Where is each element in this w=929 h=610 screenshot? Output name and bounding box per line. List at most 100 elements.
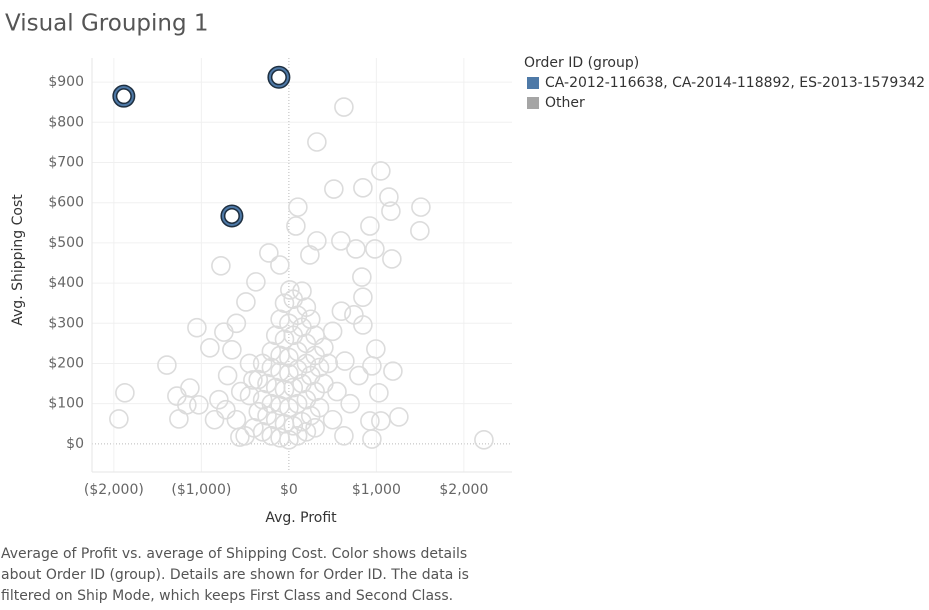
y-tick-label: $600 (48, 195, 84, 211)
point (352, 267, 372, 287)
point (226, 409, 247, 430)
point (335, 351, 355, 371)
x-tick-label: $0 (280, 482, 298, 498)
point (226, 313, 247, 334)
point (274, 293, 295, 313)
point (109, 409, 129, 429)
y-tick-label: $300 (48, 315, 84, 331)
point (344, 305, 364, 325)
point (381, 201, 401, 221)
point (235, 426, 255, 446)
point (360, 216, 380, 236)
point (334, 426, 354, 446)
y-tick-label: $800 (48, 114, 84, 130)
point (268, 67, 289, 88)
point (221, 205, 242, 226)
point (353, 287, 373, 307)
point (349, 365, 369, 386)
point (410, 221, 430, 241)
point (371, 411, 391, 431)
point (157, 355, 177, 375)
point (353, 178, 373, 198)
point (327, 381, 347, 402)
y-tick-label: $900 (48, 74, 84, 90)
point (167, 386, 187, 406)
point (389, 407, 409, 427)
point (371, 161, 391, 181)
x-axis-title: Avg. Profit (265, 510, 337, 526)
point (239, 353, 260, 374)
caption: Average of Profit vs. average of Shippin… (1, 546, 467, 562)
point (331, 301, 352, 322)
point (307, 231, 327, 251)
point (305, 417, 325, 438)
point (216, 399, 236, 420)
point (362, 429, 382, 449)
point (307, 132, 327, 152)
point (239, 385, 260, 406)
point (243, 370, 263, 390)
point (369, 383, 389, 403)
point (169, 409, 189, 429)
point (187, 317, 207, 338)
point (211, 256, 231, 276)
point (383, 361, 403, 381)
legend-label: Other (545, 95, 585, 111)
y-tick-label: $200 (48, 355, 84, 371)
legend-title: Order ID (group) (524, 55, 639, 71)
point (286, 216, 306, 236)
point (309, 357, 330, 378)
point (230, 381, 251, 402)
point (362, 356, 382, 376)
point (279, 397, 299, 418)
point (318, 353, 339, 374)
point (280, 280, 300, 300)
point (334, 97, 354, 117)
point (236, 292, 256, 312)
point (283, 415, 304, 436)
point (382, 249, 402, 269)
point (300, 309, 321, 330)
y-tick-label: $500 (48, 235, 84, 251)
x-tick-label: ($1,000) (171, 482, 231, 498)
y-tick-label: $400 (48, 275, 84, 291)
y-tick-label: $100 (48, 396, 84, 412)
y-tick-label: $700 (48, 155, 84, 171)
point (214, 322, 234, 342)
point (411, 197, 431, 217)
point (300, 245, 320, 265)
point (209, 389, 229, 410)
point (292, 281, 312, 301)
point (200, 337, 220, 358)
point (366, 339, 386, 359)
legend-swatch (527, 97, 539, 109)
caption: about Order ID (group). Details are show… (1, 567, 469, 583)
point (322, 409, 343, 430)
point (246, 272, 266, 292)
point (365, 239, 385, 259)
point (322, 321, 343, 342)
y-axis-title: Avg. Shipping Cost (10, 194, 26, 326)
x-tick-label: ($2,000) (84, 482, 144, 498)
point (204, 409, 225, 430)
legend-swatch (527, 77, 539, 89)
y-tick-label: $0 (66, 436, 84, 452)
x-tick-label: $2,000 (439, 482, 488, 498)
caption: filtered on Ship Mode, which keeps First… (1, 588, 453, 604)
point (270, 255, 290, 275)
point (180, 378, 200, 398)
point (259, 243, 279, 263)
point (113, 86, 134, 107)
point (189, 395, 209, 415)
point (288, 197, 308, 217)
point (279, 363, 299, 384)
point (217, 365, 238, 386)
x-tick-label: $1,000 (352, 482, 401, 498)
point (346, 239, 366, 259)
point (474, 430, 494, 450)
point (379, 187, 399, 207)
legend-label: CA-2012-116638, CA-2014-118892, ES-2013-… (545, 75, 925, 91)
point (287, 426, 308, 446)
